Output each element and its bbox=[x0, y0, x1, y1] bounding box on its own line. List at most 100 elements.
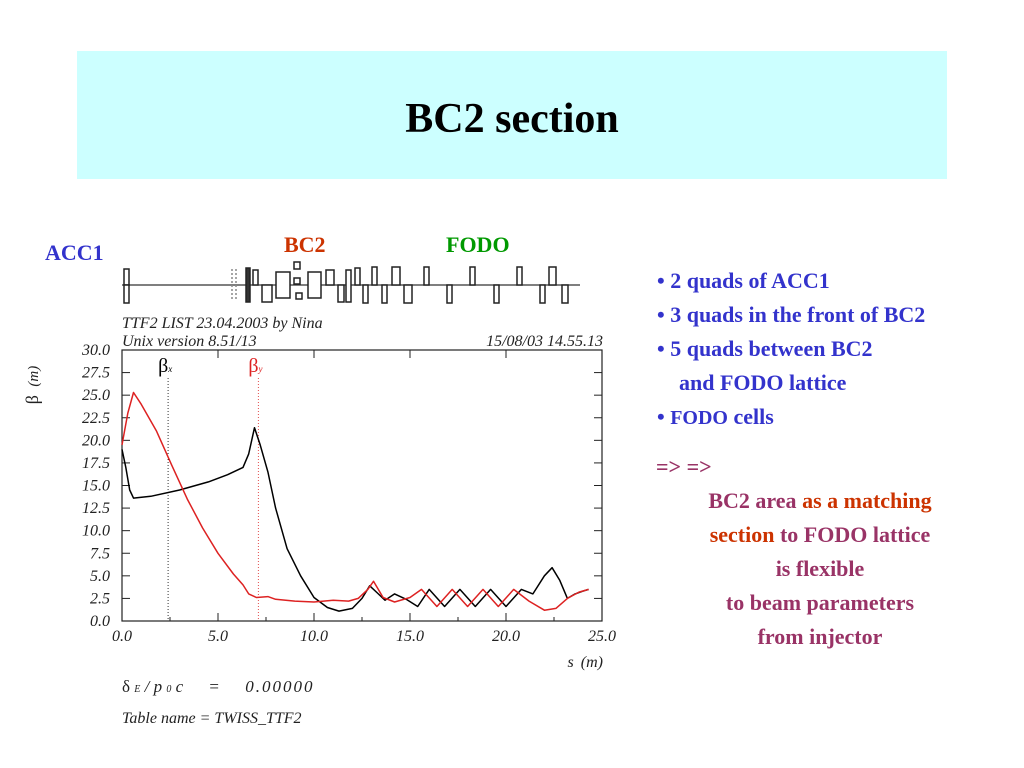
delta-rest: / p bbox=[144, 677, 162, 696]
quad-bc2-3 bbox=[325, 269, 335, 286]
series-line-beta-x bbox=[121, 426, 589, 612]
x-axis-label: s (m) bbox=[568, 654, 603, 671]
delta-symbol: δ bbox=[122, 677, 130, 696]
y-axis-label: β (m) bbox=[22, 366, 42, 405]
quad-9 bbox=[391, 266, 401, 286]
note-line1-a: BC2 area bbox=[708, 488, 803, 513]
bpm-element bbox=[245, 267, 251, 303]
twiss-plot: TTF2 LIST 23.04.2003 by Nina Unix versio… bbox=[22, 261, 616, 727]
quad-acc1-2 bbox=[123, 284, 130, 304]
bullet-text: cells bbox=[727, 404, 774, 429]
plot-header-timestamp: 15/08/03 14.55.13 bbox=[486, 333, 603, 350]
note-line3: is flexible bbox=[775, 556, 865, 581]
quad-fodo-7 bbox=[548, 266, 557, 286]
quad-fodo-2 bbox=[446, 284, 453, 304]
table-name: Table name = TWISS_TTF2 bbox=[122, 710, 302, 727]
slide-title: BC2 section bbox=[405, 96, 619, 142]
dipole-bc2-5 bbox=[307, 271, 322, 299]
bullet-item: • 5 quads between BC2 bbox=[657, 336, 873, 361]
note-line1-b: as a matching bbox=[802, 488, 932, 513]
beta-markers: βx βy bbox=[158, 355, 263, 621]
dipole-bc2-1 bbox=[275, 271, 291, 299]
quad-bc2-1 bbox=[252, 269, 259, 286]
y-axis-unit: (m) bbox=[26, 366, 42, 387]
region-label-acc1: ACC1 bbox=[45, 240, 104, 265]
y-tick-label: 15.0 bbox=[82, 478, 110, 495]
quad-fodo-4 bbox=[493, 284, 500, 304]
y-tick-label: 25.0 bbox=[82, 387, 110, 404]
x-axis-symbol: s bbox=[568, 654, 574, 671]
quad-bc2-5 bbox=[345, 269, 352, 303]
series-line-beta-y bbox=[121, 391, 589, 611]
note-arrows: => => bbox=[656, 454, 712, 479]
y-tick-label: 5.0 bbox=[90, 568, 110, 585]
quad-bc2-4 bbox=[337, 284, 345, 303]
y-tick-label: 12.5 bbox=[82, 500, 110, 517]
x-tick-label: 25.0 bbox=[588, 628, 616, 645]
bullet-small-text: FODO bbox=[670, 407, 728, 429]
lattice-layout bbox=[122, 261, 580, 304]
y-tick-label: 0.0 bbox=[90, 613, 110, 630]
bullet-item: • 3 quads in the front of BC2 bbox=[657, 302, 926, 327]
plot-header-line1: TTF2 LIST 23.04.2003 by Nina bbox=[122, 315, 323, 332]
x-tick-label: 0.0 bbox=[112, 628, 132, 645]
dipole-bc2-4 bbox=[295, 292, 303, 300]
x-axis-unit: (m) bbox=[581, 654, 603, 671]
quad-5 bbox=[354, 267, 361, 286]
delta-eq: = bbox=[209, 677, 219, 696]
bullet-item-continuation: and FODO lattice bbox=[679, 370, 847, 395]
quad-bc2-2 bbox=[261, 284, 273, 303]
note-line2-b: to FODO lattice bbox=[779, 522, 931, 547]
x-tick-label: 15.0 bbox=[396, 628, 424, 645]
quad-fodo-3 bbox=[469, 266, 476, 286]
bullet-prefix: • bbox=[657, 404, 671, 429]
conclusion-note: => => BC2 area as a matching section to … bbox=[640, 450, 1020, 654]
quad-acc1-1 bbox=[123, 268, 130, 286]
note-line1: BC2 area as a matching bbox=[640, 484, 1000, 518]
y-tick-label: 20.0 bbox=[82, 432, 110, 449]
quad-fodo-6 bbox=[539, 284, 546, 304]
quad-fodo-5 bbox=[516, 266, 523, 286]
dipole-bc2-2 bbox=[293, 261, 301, 270]
beta-series bbox=[121, 391, 589, 612]
bullet-list: • 2 quads of ACC1 • 3 quads in the front… bbox=[657, 264, 1017, 435]
quad-fodo-8 bbox=[561, 284, 569, 304]
quad-6 bbox=[362, 284, 369, 304]
x-tick-label: 20.0 bbox=[492, 628, 520, 645]
y-tick-label: 7.5 bbox=[90, 545, 110, 562]
plot-header-line2: Unix version 8.51/13 bbox=[122, 333, 257, 350]
title-banner: BC2 section bbox=[77, 51, 947, 179]
note-line2-a: section bbox=[709, 522, 780, 547]
axis-ticks bbox=[121, 349, 603, 622]
delta-sub: E bbox=[133, 684, 140, 695]
region-label-fodo: FODO bbox=[446, 232, 510, 257]
x-tick-labels: 0.0 5.0 10.0 15.0 20.0 25.0 bbox=[112, 628, 616, 645]
delta-value: 0.00000 bbox=[245, 677, 314, 696]
dipole-bc2-3 bbox=[293, 277, 301, 285]
svg-text:β (m): β (m) bbox=[22, 366, 42, 405]
quad-10 bbox=[403, 284, 413, 304]
quad-7 bbox=[371, 266, 378, 286]
delta-expression: δ E / p 0 c = 0.00000 bbox=[122, 677, 315, 696]
bullet-item: • FODO cells bbox=[657, 400, 1017, 435]
y-tick-label: 22.5 bbox=[82, 410, 110, 427]
beta-marker-label: βx bbox=[158, 355, 172, 377]
delta-sub2: 0 bbox=[166, 684, 171, 695]
y-tick-label: 2.5 bbox=[90, 590, 110, 607]
delta-rest2: c bbox=[176, 677, 184, 696]
y-tick-label: 10.0 bbox=[82, 523, 110, 540]
beta-marker-label: βy bbox=[248, 355, 262, 377]
y-tick-label: 30.0 bbox=[81, 342, 110, 359]
note-line2: section to FODO lattice bbox=[640, 518, 1000, 552]
note-line4: to beam parameters bbox=[725, 590, 915, 615]
region-label-bc2: BC2 bbox=[284, 232, 326, 257]
y-axis-symbol: β bbox=[22, 395, 42, 404]
x-tick-label: 5.0 bbox=[208, 628, 228, 645]
bullet-item: • 2 quads of ACC1 bbox=[657, 268, 830, 293]
quad-8 bbox=[381, 284, 388, 304]
quad-fodo-1 bbox=[423, 266, 430, 286]
y-tick-label: 27.5 bbox=[82, 365, 110, 382]
y-tick-label: 17.5 bbox=[82, 455, 110, 472]
note-line5: from injector bbox=[757, 624, 883, 649]
y-tick-labels: 0.0 2.5 5.0 7.5 10.0 12.5 15.0 17.5 20.0 22.5 25.0… bbox=[81, 342, 110, 630]
